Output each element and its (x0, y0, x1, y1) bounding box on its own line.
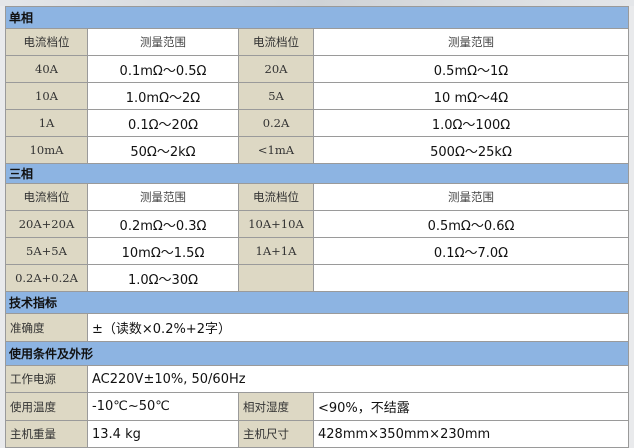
current-range: 0.2A (238, 109, 314, 137)
table-row: 40A 0.1mΩ～0.5Ω 20A 0.5mΩ～1Ω (5, 55, 630, 83)
current-range: 5A+5A (5, 237, 88, 265)
current-range: 20A (238, 55, 314, 83)
temp-row: 使用温度 -10℃~50℃ 相对湿度 <90%，不结露 (5, 392, 630, 421)
column-header: 测量范围 (312, 183, 630, 211)
measure-range: 10 mΩ～4Ω (312, 82, 630, 110)
temp-value: -10℃~50℃ (87, 392, 239, 421)
power-row: 工作电源 AC220V±10%, 50/60Hz (5, 365, 630, 393)
table-row: 20A+20A 0.2mΩ～0.3Ω 10A+10A 0.5mΩ～0.6Ω (5, 210, 630, 238)
size-value: 428mm×350mm×230mm (312, 420, 630, 448)
table-row: 5A+5A 10mΩ～1.5Ω 1A+1A 0.1Ω～7.0Ω (5, 237, 630, 265)
current-range: 0.2A+0.2A (5, 264, 88, 292)
table-row: 1A 0.1Ω～20Ω 0.2A 1.0Ω～100Ω (5, 109, 630, 137)
section-three-phase: 三相 (4, 163, 630, 184)
section-title: 三相 (4, 163, 630, 184)
current-range: 10A+10A (238, 210, 314, 238)
header-row: 电流档位 测量范围 电流档位 测量范围 (5, 28, 630, 56)
measure-range (312, 264, 630, 292)
weight-row: 主机重量 13.4 kg 主机尺寸 428mm×350mm×230mm (5, 420, 630, 448)
column-header: 电流档位 (238, 28, 314, 56)
column-header: 电流档位 (238, 183, 314, 211)
measure-range: 1.0mΩ～2Ω (87, 82, 239, 110)
column-header: 测量范围 (87, 183, 239, 211)
table-row: 10A 1.0mΩ～2Ω 5A 10 mΩ～4Ω (5, 82, 630, 110)
measure-range: 10mΩ～1.5Ω (87, 237, 239, 265)
table-row: 10mA 50Ω～2kΩ <1mA 500Ω～25kΩ (5, 136, 630, 164)
current-range: 1A (5, 109, 88, 137)
current-range: 10A (5, 82, 88, 110)
accuracy-label: 准确度 (5, 313, 88, 342)
temp-label: 使用温度 (5, 392, 88, 421)
current-range: <1mA (238, 136, 314, 164)
humidity-label: 相对湿度 (238, 392, 314, 421)
spec-table: 单相 电流档位 测量范围 电流档位 测量范围 40A 0.1mΩ～0.5Ω 20A 0… (4, 6, 630, 448)
table-row: 0.2A+0.2A 1.0Ω～30Ω (5, 264, 630, 292)
header-row: 电流档位 测量范围 电流档位 测量范围 (5, 183, 630, 211)
current-range (238, 264, 314, 292)
current-range: 20A+20A (5, 210, 88, 238)
measure-range: 0.5mΩ～1Ω (312, 55, 630, 83)
section-title: 单相 (4, 6, 630, 29)
measure-range: 1.0Ω～30Ω (87, 264, 239, 292)
column-header: 测量范围 (87, 28, 239, 56)
section-conditions: 使用条件及外形 (4, 341, 630, 366)
section-title: 技术指标 (4, 291, 630, 314)
measure-range: 500Ω～25kΩ (312, 136, 630, 164)
section-title: 使用条件及外形 (4, 341, 630, 366)
weight-label: 主机重量 (5, 420, 88, 448)
column-header: 电流档位 (5, 28, 88, 56)
measure-range: 0.1Ω～20Ω (87, 109, 239, 137)
measure-range: 50Ω～2kΩ (87, 136, 239, 164)
power-label: 工作电源 (5, 365, 88, 393)
column-header: 测量范围 (312, 28, 630, 56)
measure-range: 0.5mΩ～0.6Ω (312, 210, 630, 238)
current-range: 40A (5, 55, 88, 83)
weight-value: 13.4 kg (87, 420, 239, 448)
current-range: 1A+1A (238, 237, 314, 265)
power-value: AC220V±10%, 50/60Hz (86, 365, 630, 393)
accuracy-row: 准确度 ±（读数×0.2%+2字） (5, 313, 630, 342)
current-range: 5A (238, 82, 314, 110)
top-strip (0, 0, 634, 6)
humidity-value: <90%，不结露 (312, 392, 630, 421)
current-range: 10mA (5, 136, 88, 164)
measure-range: 1.0Ω～100Ω (312, 109, 630, 137)
accuracy-value: ±（读数×0.2%+2字） (86, 313, 630, 342)
measure-range: 0.1mΩ～0.5Ω (87, 55, 239, 83)
measure-range: 0.1Ω～7.0Ω (312, 237, 630, 265)
column-header: 电流档位 (5, 183, 88, 211)
measure-range: 0.2mΩ～0.3Ω (87, 210, 239, 238)
section-single-phase: 单相 (4, 6, 630, 29)
size-label: 主机尺寸 (238, 420, 314, 448)
section-tech: 技术指标 (4, 291, 630, 314)
